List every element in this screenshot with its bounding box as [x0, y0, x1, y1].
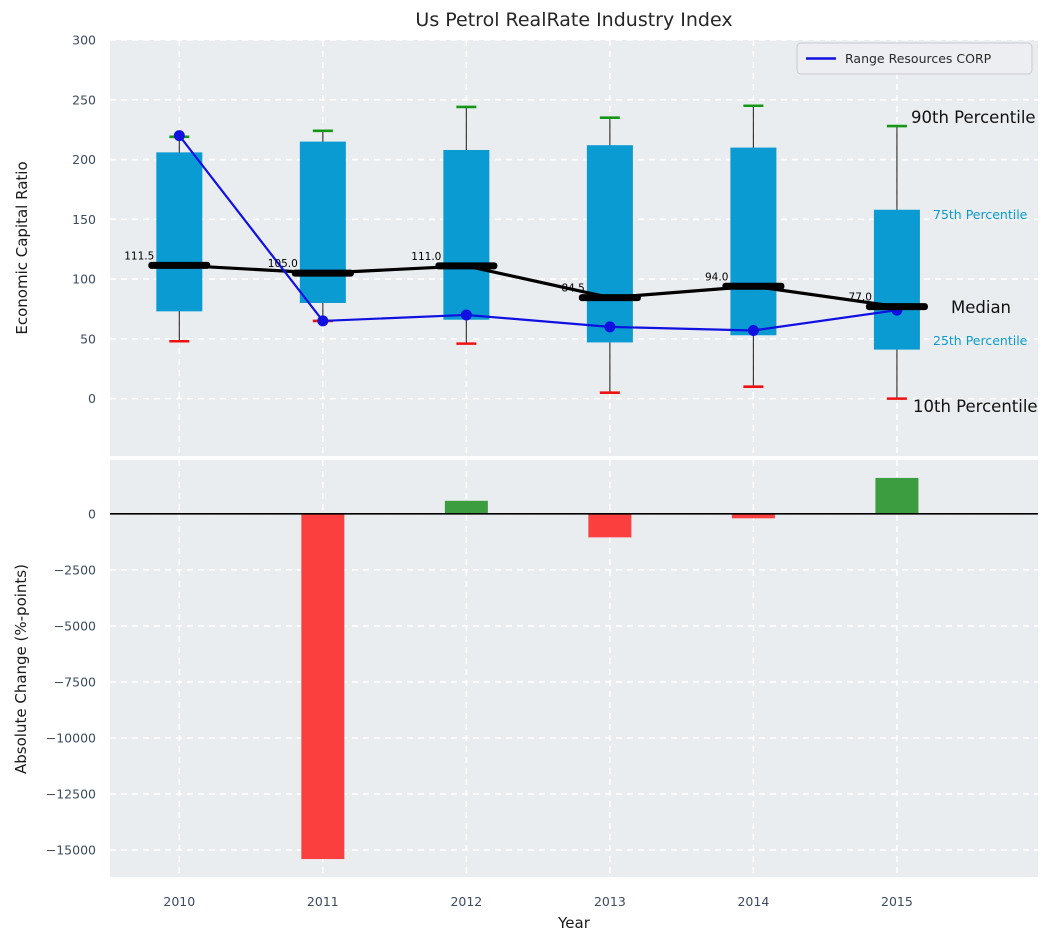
- annotation-10th-percentile: 10th Percentile: [913, 397, 1038, 416]
- change-bar-2015: [875, 477, 919, 514]
- change-bar-2011: [301, 513, 345, 860]
- median-dash-2013: [578, 294, 641, 302]
- chart-title: Us Petrol RealRate Industry Index: [415, 9, 732, 31]
- percentile-annotations: 90th Percentile 75th Percentile Median 2…: [911, 108, 1038, 416]
- bottom-y-tick-label: −15000: [46, 843, 96, 858]
- bottom-y-axis-label: Absolute Change (%-points): [12, 564, 30, 774]
- x-tick-label-2014: 2014: [737, 894, 769, 909]
- bottom-y-tick-label: −5000: [54, 618, 96, 633]
- median-value-label-2015: 77.0: [849, 292, 872, 304]
- iqr-box-2011: [299, 141, 346, 303]
- median-dash-2015: [865, 303, 928, 311]
- change-bar-2013: [588, 513, 632, 538]
- legend-frame: [796, 42, 1033, 75]
- company-marker-2013: [604, 321, 616, 333]
- iqr-box-2010: [156, 152, 203, 312]
- iqr-box-2014: [730, 147, 777, 336]
- median-dash-2011: [291, 269, 354, 277]
- median-value-label-2014: 94.0: [705, 271, 728, 283]
- top-y-tick-label: 50: [80, 331, 96, 346]
- median-value-label-2011: 105.0: [268, 258, 298, 270]
- top-y-axis-label: Economic Capital Ratio: [13, 161, 31, 334]
- bottom-y-tick-label: −2500: [54, 562, 96, 577]
- x-tick-label-2010: 2010: [163, 894, 195, 909]
- x-tick-label-2013: 2013: [594, 894, 626, 909]
- iqr-box-2013: [586, 145, 633, 343]
- legend: Range Resources CORP: [796, 42, 1033, 75]
- company-marker-2012: [460, 309, 472, 321]
- median-value-label-2012: 111.0: [411, 251, 441, 263]
- bottom-y-tick-label: −12500: [46, 787, 96, 802]
- company-marker-2010: [173, 130, 185, 142]
- bottom-y-tick-label: 0: [88, 506, 96, 521]
- x-tick-label-2015: 2015: [881, 894, 913, 909]
- company-marker-2014: [747, 324, 759, 336]
- median-dash-2012: [435, 262, 498, 270]
- annotation-median: Median: [951, 298, 1011, 317]
- iqr-box-2012: [443, 149, 490, 320]
- company-line: [178, 134, 898, 332]
- plot-layers: 0 50 100 150 200 250 300 111.5 105.0 111.0 84.5 94.…: [46, 33, 1038, 909]
- bottom-y-tick-label: −7500: [54, 674, 96, 689]
- x-tick-label-2011: 2011: [307, 894, 339, 909]
- median-dash-2010: [148, 261, 211, 269]
- legend-label: Range Resources CORP: [845, 51, 992, 66]
- top-y-tick-label: 100: [72, 272, 96, 287]
- median-dash-2014: [722, 282, 785, 290]
- top-y-tick-label: 200: [72, 152, 96, 167]
- annotation-75th-percentile: 75th Percentile: [933, 207, 1028, 222]
- top-y-tick-label: 300: [72, 33, 96, 48]
- company-marker-2011: [317, 315, 329, 327]
- top-y-tick-label: 0: [88, 391, 96, 406]
- annotation-90th-percentile: 90th Percentile: [911, 108, 1036, 127]
- median-value-label-2010: 111.5: [124, 250, 154, 262]
- bottom-y-tick-label: −10000: [46, 731, 96, 746]
- top-y-tick-label: 250: [72, 92, 96, 107]
- top-y-tick-label: 150: [72, 212, 96, 227]
- change-bar-2014: [731, 513, 775, 519]
- change-bar-2012: [444, 500, 488, 514]
- median-value-label-2013: 84.5: [561, 283, 584, 295]
- bottom-plot-area: [110, 460, 1038, 877]
- annotation-25th-percentile: 25th Percentile: [933, 333, 1028, 348]
- iqr-box-2015: [873, 209, 920, 350]
- x-axis-label: Year: [557, 914, 591, 932]
- x-tick-label-2012: 2012: [450, 894, 482, 909]
